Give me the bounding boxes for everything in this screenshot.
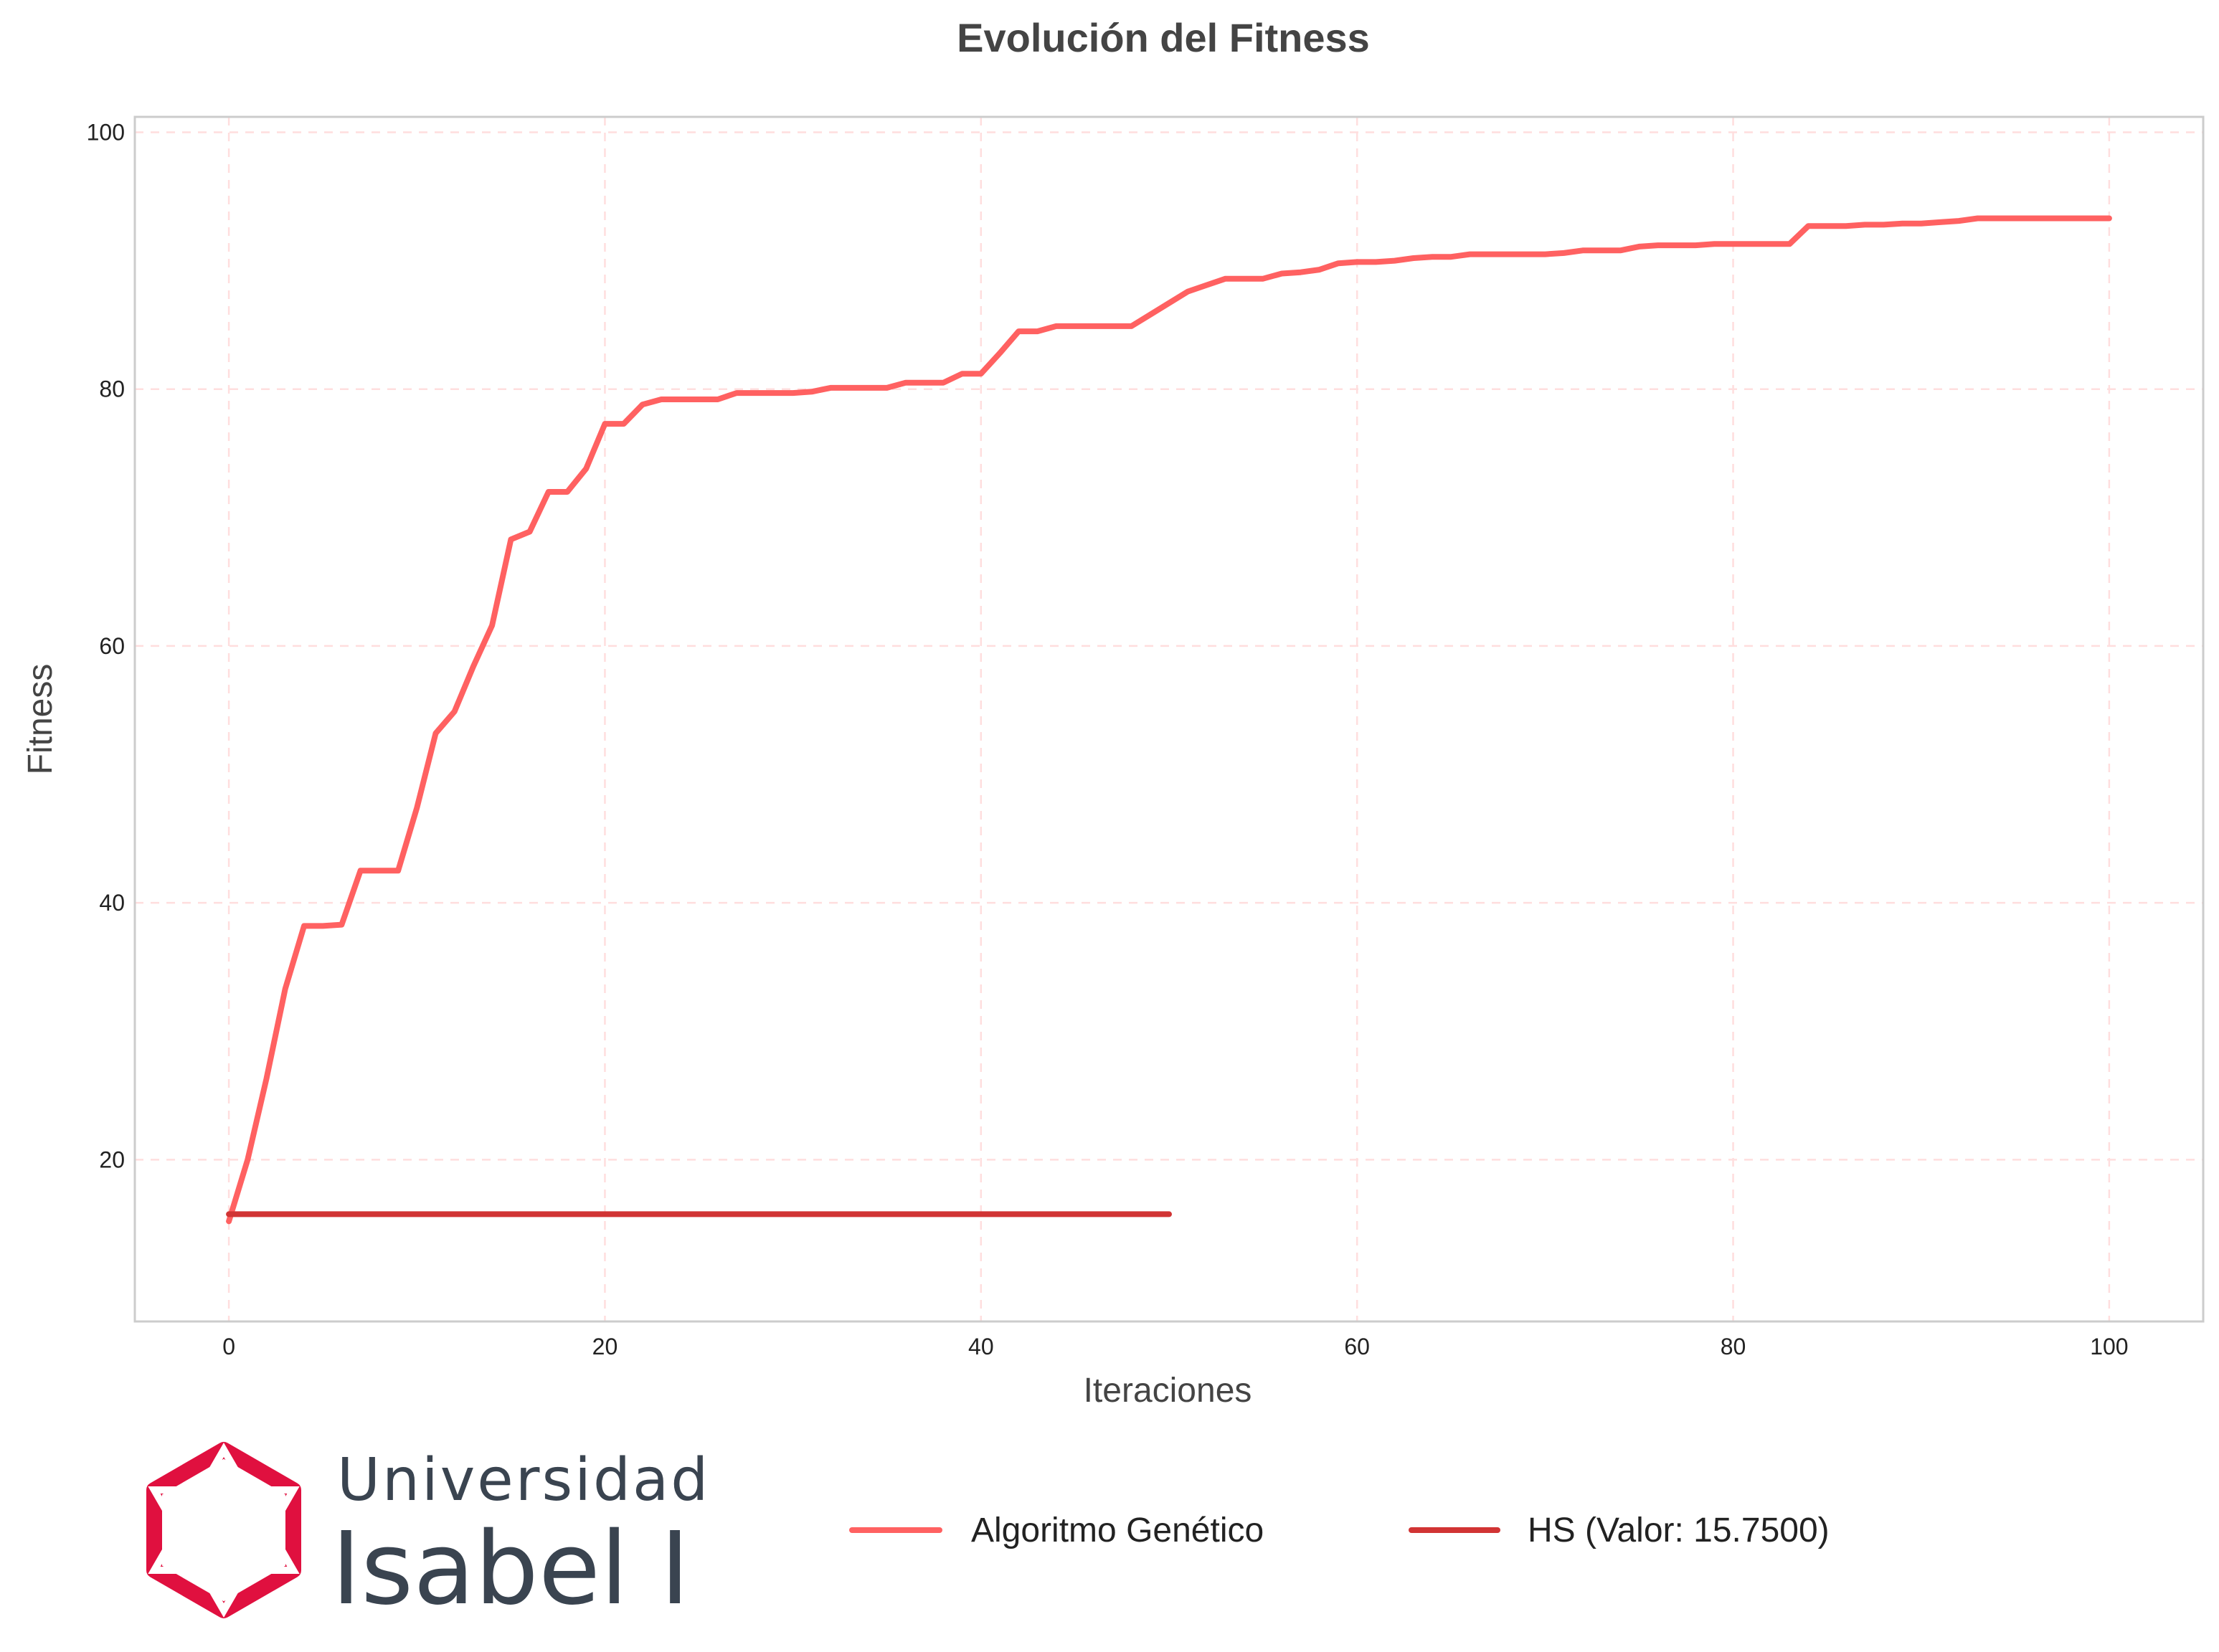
logo-emblem-icon <box>146 1442 301 1618</box>
x-axis-label: Iteraciones <box>1084 1372 1252 1410</box>
y-tick-label: 60 <box>99 633 125 659</box>
series-line-genetic <box>226 215 2112 1225</box>
x-tick-label: 0 <box>222 1334 235 1359</box>
y-tick-label: 20 <box>99 1147 125 1172</box>
legend-label-genetic: Algoritmo Genético <box>971 1511 1264 1549</box>
university-logo: Universidad Isabel I <box>146 1442 710 1628</box>
legend: Algoritmo Genético HS (Valor: 15.7500) <box>849 1511 1830 1549</box>
x-tick-label: 60 <box>1344 1334 1370 1359</box>
y-tick-label: 100 <box>87 119 125 145</box>
y-tick-labels: 20 40 60 80 100 <box>87 119 125 1172</box>
grid-lines <box>135 117 2203 1321</box>
x-tick-label: 40 <box>968 1334 994 1359</box>
y-tick-label: 40 <box>99 890 125 916</box>
chart-title: Evolución del Fitness <box>957 15 1370 60</box>
x-tick-label: 20 <box>592 1334 618 1359</box>
x-tick-label: 100 <box>2090 1334 2128 1359</box>
logo-line-2: Isabel I <box>331 1511 690 1628</box>
logo-line-1: Universidad <box>337 1446 710 1514</box>
plot-area-border <box>133 115 2205 1323</box>
x-tick-labels: 0 20 40 60 80 100 <box>222 1334 2128 1359</box>
y-axis-label: Fitness <box>22 664 60 775</box>
x-tick-label: 80 <box>1721 1334 1746 1359</box>
y-tick-label: 80 <box>99 376 125 402</box>
legend-label-hs: HS (Valor: 15.7500) <box>1528 1511 1830 1549</box>
series-lines <box>226 215 2112 1225</box>
